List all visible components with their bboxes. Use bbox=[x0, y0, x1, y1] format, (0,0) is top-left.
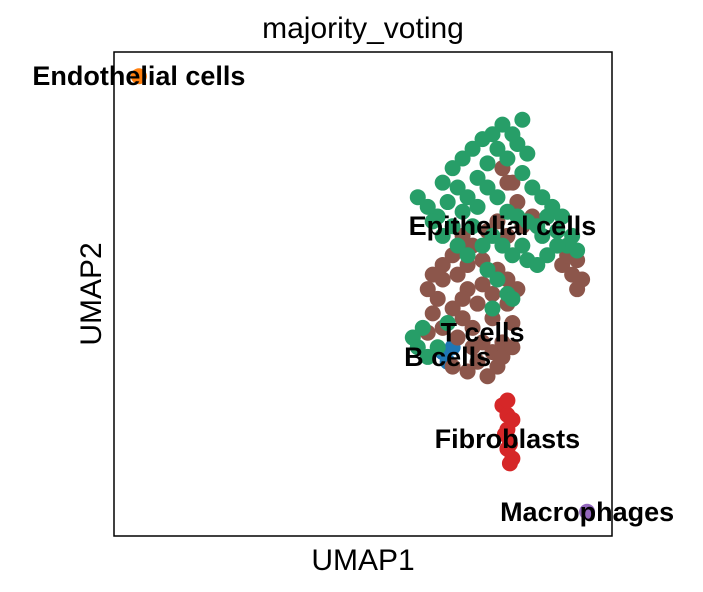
epithelial-cells-point bbox=[489, 189, 506, 206]
t-cells-point bbox=[454, 310, 471, 327]
epithelial-cells-point bbox=[419, 348, 436, 365]
cluster-label-epithelial-cells: Epithelial cells bbox=[409, 211, 597, 241]
t-cells-point bbox=[444, 358, 461, 375]
epithelial-cells-point bbox=[439, 315, 456, 332]
t-cells-point bbox=[459, 363, 476, 380]
epithelial-cells-point bbox=[464, 218, 481, 235]
epithelial-cells-point bbox=[484, 300, 501, 317]
epithelial-cells-point bbox=[519, 145, 536, 162]
plot-area-frame bbox=[113, 51, 613, 537]
epithelial-cells-point bbox=[484, 227, 501, 244]
epithelial-cells-point bbox=[489, 271, 506, 288]
epithelial-cells-point bbox=[504, 126, 521, 143]
epithelial-cells-point bbox=[469, 169, 486, 186]
epithelial-cells-point bbox=[554, 208, 571, 225]
cluster-label-t-cells: T cells bbox=[440, 318, 524, 348]
epithelial-cells-point bbox=[449, 237, 466, 254]
t-cells-point bbox=[504, 174, 521, 191]
scatter-points-layer bbox=[130, 68, 596, 520]
cluster-label-macrophages: Macrophages bbox=[500, 497, 674, 527]
epithelial-cells-point bbox=[534, 189, 551, 206]
epithelial-cells-point bbox=[549, 237, 566, 254]
epithelial-cells-point bbox=[459, 189, 476, 206]
epithelial-cells-point bbox=[439, 194, 456, 211]
x-axis-label: UMAP1 bbox=[311, 544, 414, 577]
epithelial-cells-point bbox=[444, 218, 461, 235]
epithelial-cells-point bbox=[539, 247, 556, 264]
epithelial-cells-point bbox=[499, 150, 516, 167]
t-cells-point bbox=[509, 194, 526, 211]
epithelial-cells-point bbox=[454, 203, 471, 220]
t-cells-point bbox=[429, 290, 446, 307]
t-cells-point bbox=[449, 266, 466, 283]
t-cells-point bbox=[444, 300, 461, 317]
epithelial-cells-point bbox=[434, 227, 451, 244]
t-cells-point bbox=[494, 348, 511, 365]
epithelial-cells-point bbox=[479, 261, 496, 278]
epithelial-cells-point bbox=[489, 140, 506, 157]
epithelial-cells-point bbox=[514, 111, 531, 128]
epithelial-cells-point bbox=[409, 189, 426, 206]
epithelial-cells-point bbox=[484, 126, 501, 143]
epithelial-cells-point bbox=[414, 319, 431, 336]
fibroblasts-point bbox=[499, 392, 516, 409]
t-cells-point bbox=[479, 368, 496, 385]
epithelial-cells-point bbox=[479, 155, 496, 172]
cluster-label-fibroblasts: Fibroblasts bbox=[435, 424, 581, 454]
epithelial-cells-point bbox=[514, 165, 531, 181]
epithelial-cells-point bbox=[459, 247, 476, 264]
epithelial-cells-point bbox=[494, 237, 511, 254]
epithelial-cells-point bbox=[434, 174, 451, 191]
fibroblasts-point bbox=[496, 426, 513, 443]
epithelial-cells-point bbox=[519, 252, 536, 269]
endothelial-cells-point bbox=[130, 68, 147, 85]
epithelial-cells-point bbox=[454, 150, 471, 167]
t-cells-point bbox=[484, 286, 501, 302]
t-cells-point bbox=[489, 213, 506, 230]
t-cells-point bbox=[424, 305, 441, 322]
t-cells-point bbox=[449, 329, 466, 346]
epithelial-cells-point bbox=[539, 208, 556, 225]
t-cells-point bbox=[504, 339, 521, 356]
cluster-label-b-cells: B cells bbox=[404, 342, 491, 372]
t-cells-point bbox=[464, 319, 481, 336]
epithelial-cells-point bbox=[494, 116, 511, 133]
epithelial-cells-point bbox=[444, 160, 461, 177]
epithelial-cells-point bbox=[514, 237, 531, 254]
epithelial-cells-point bbox=[529, 218, 546, 235]
epithelial-cells-point bbox=[479, 179, 496, 196]
fibroblasts-point bbox=[501, 455, 518, 472]
epithelial-cells-point bbox=[424, 213, 441, 230]
epithelial-cells-point bbox=[474, 237, 491, 254]
t-cells-point bbox=[424, 266, 441, 283]
chart-title: majority_voting bbox=[262, 12, 464, 45]
epithelial-cells-point bbox=[449, 179, 466, 196]
t-cells-point bbox=[454, 290, 471, 307]
t-cells-point bbox=[469, 353, 486, 370]
y-axis-label: UMAP2 bbox=[75, 242, 108, 345]
epithelial-cells-point bbox=[464, 140, 481, 157]
epithelial-cells-point bbox=[409, 339, 426, 356]
epithelial-cells-point bbox=[524, 179, 541, 196]
epithelial-cells-point bbox=[429, 339, 446, 356]
t-cells-point bbox=[419, 281, 436, 298]
t-cells-point bbox=[474, 276, 491, 293]
epithelial-cells-point bbox=[504, 247, 521, 264]
t-cells-point bbox=[434, 256, 451, 273]
fibroblasts-point bbox=[504, 411, 521, 428]
epithelial-cells-point bbox=[549, 223, 566, 240]
t-cells-point bbox=[469, 295, 486, 312]
fibroblasts-point bbox=[499, 440, 516, 457]
cluster-labels-layer: Endothelial cells Epithelial cells T cells… bbox=[32, 61, 674, 527]
epithelial-cells-point bbox=[504, 290, 521, 307]
epithelial-cells-point bbox=[469, 198, 486, 215]
epithelial-cells-point bbox=[419, 198, 436, 215]
t-cells-point bbox=[569, 281, 586, 298]
cluster-label-endothelial-cells: Endothelial cells bbox=[32, 61, 245, 91]
t-cells-point bbox=[464, 339, 481, 356]
macrophages-point bbox=[579, 503, 596, 520]
t-cells-point bbox=[504, 315, 521, 332]
